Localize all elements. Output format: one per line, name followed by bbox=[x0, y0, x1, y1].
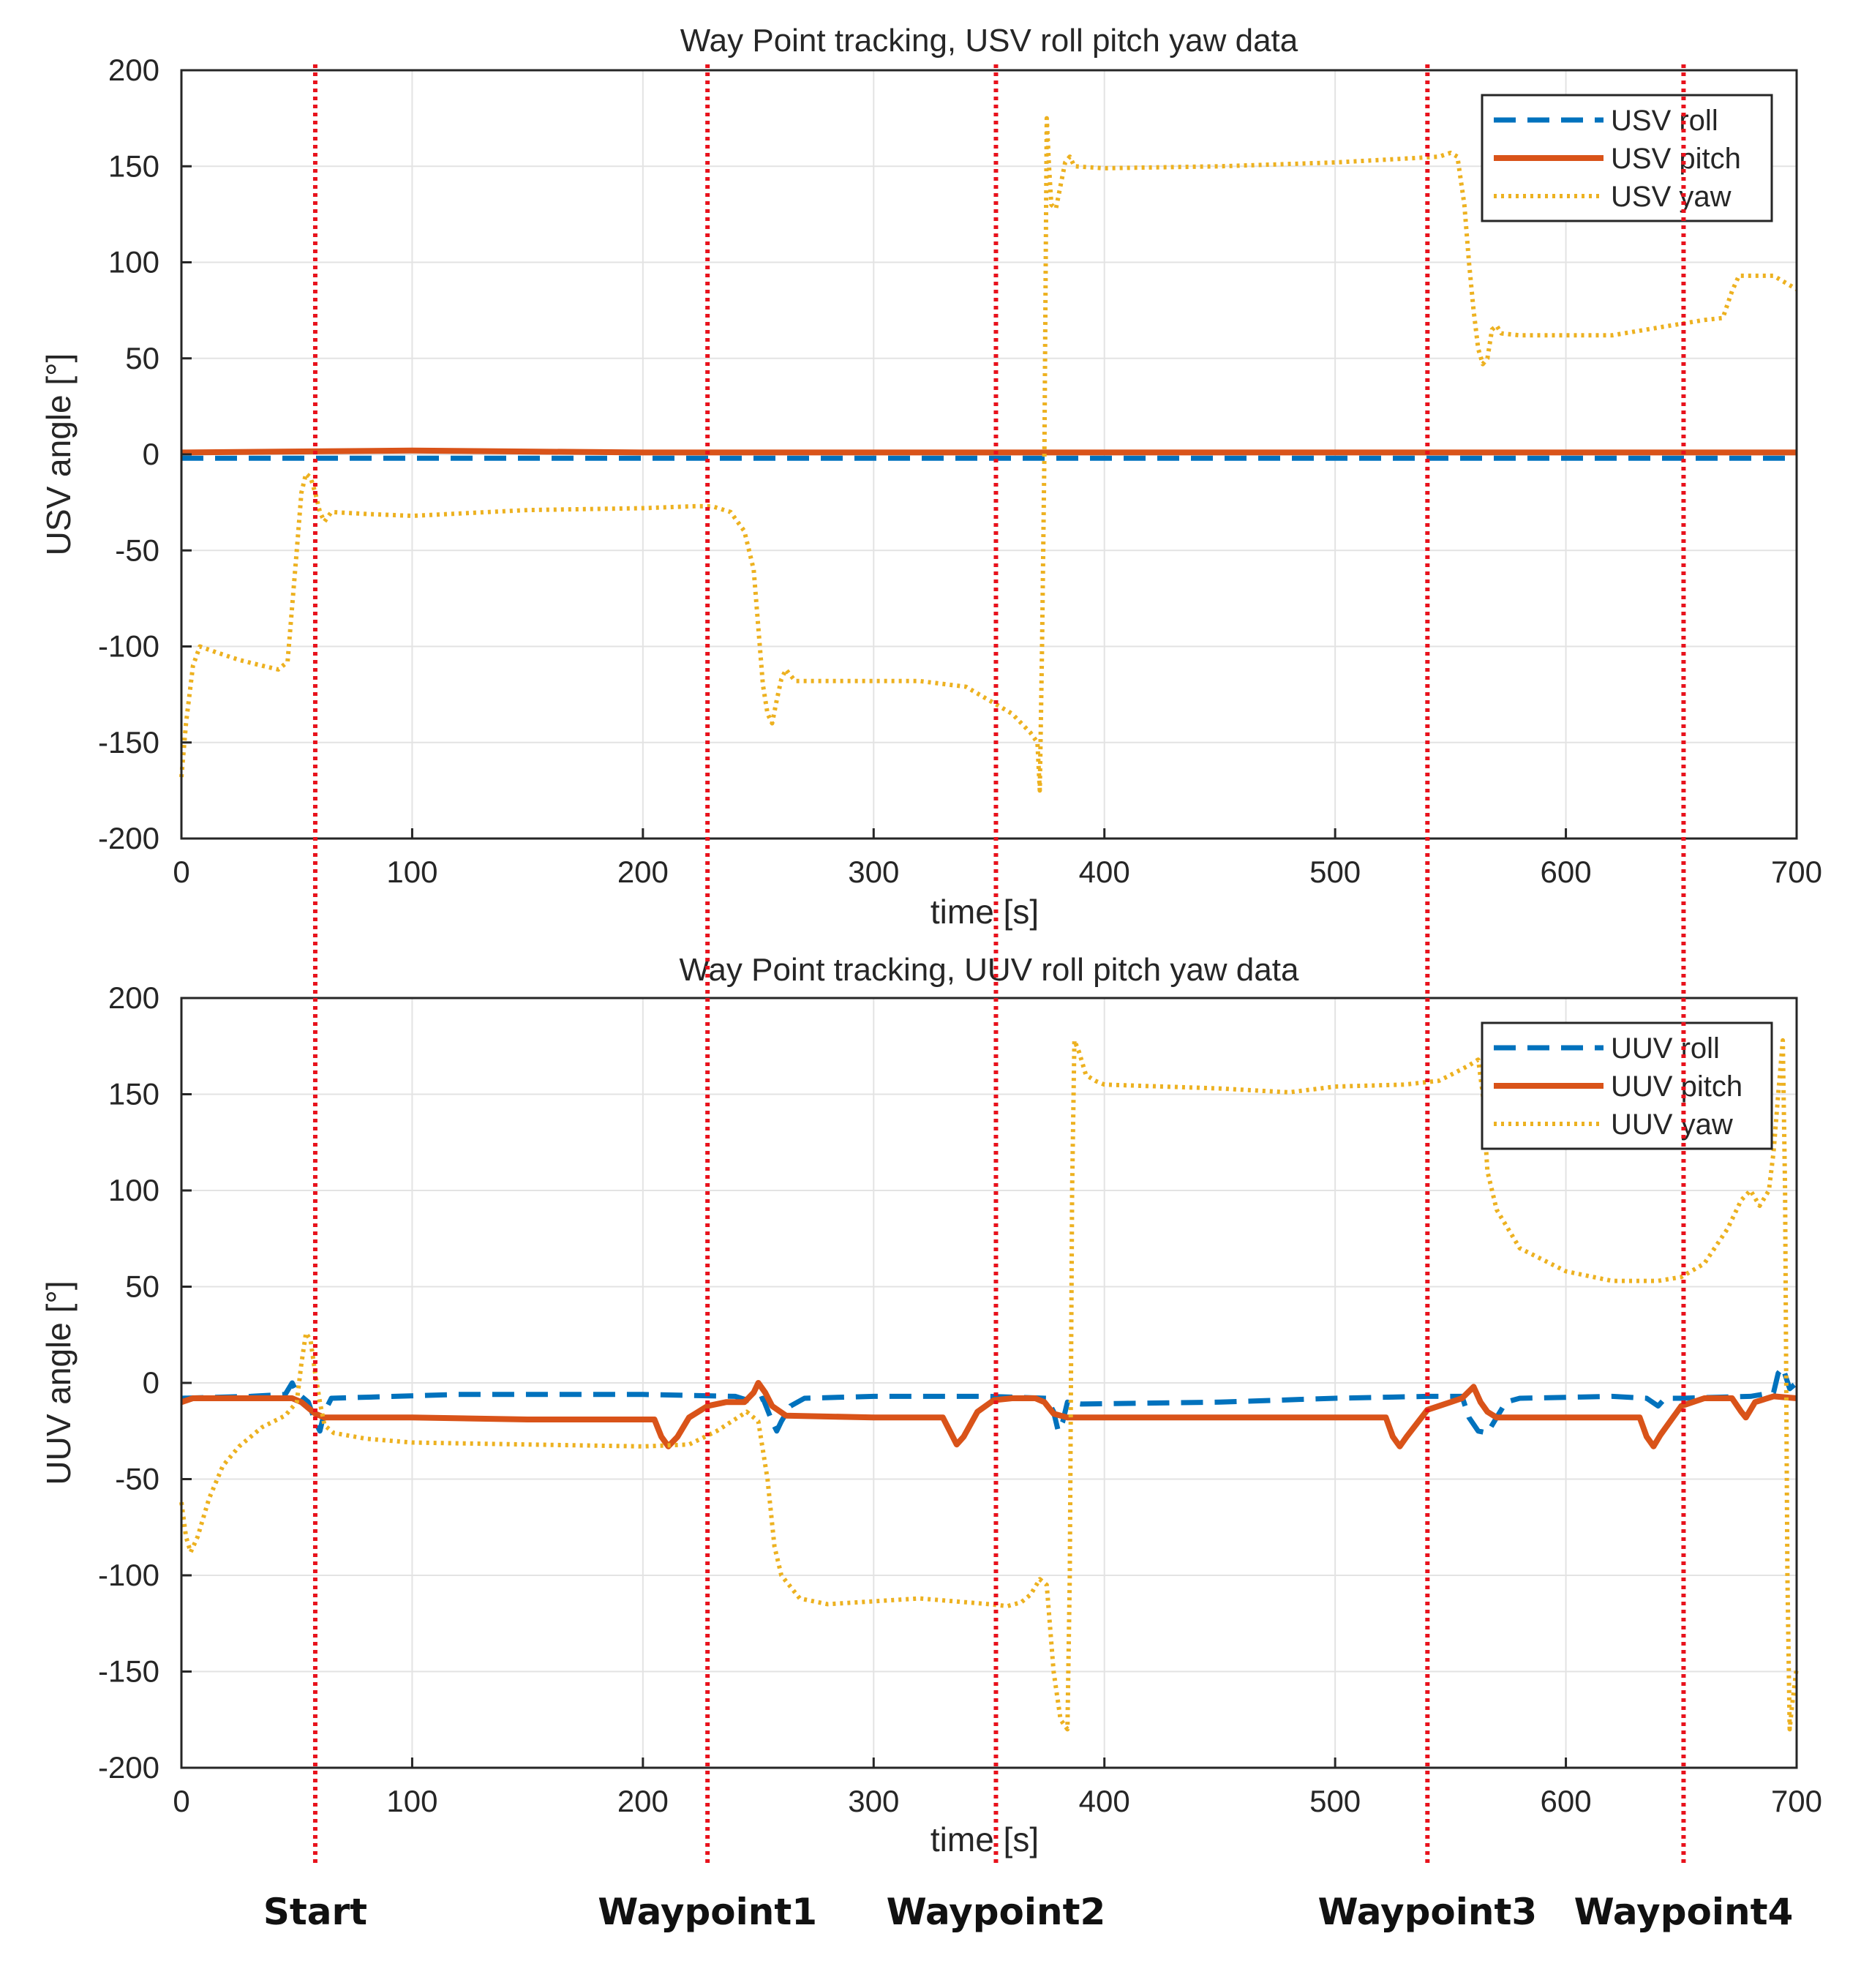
legend-entry: USV yaw bbox=[1611, 181, 1732, 213]
waypoint-markers bbox=[312, 64, 1686, 1866]
usv-chart-title: Way Point tracking, USV roll pitch yaw d… bbox=[680, 23, 1298, 59]
waypoint-labels: Start Waypoint1 Waypoint2 Waypoint3 Waypoint… bbox=[263, 1891, 1793, 1933]
x-tick-label: 400 bbox=[1079, 1784, 1130, 1818]
y-tick-label: -50 bbox=[115, 533, 159, 567]
y-tick-label: 50 bbox=[125, 341, 159, 375]
uuv-legend: UUV roll UUV pitch UUV yaw bbox=[1481, 1021, 1773, 1150]
usv-chart: 0 100 200 300 400 500 600 700200150100500-50-10… bbox=[40, 23, 1822, 931]
waypoint-label: Start bbox=[263, 1891, 367, 1933]
usv-series-usv-pitch bbox=[181, 447, 1797, 456]
x-tick-label: 200 bbox=[617, 1784, 669, 1818]
legend-entry: UUV pitch bbox=[1611, 1070, 1742, 1103]
uuv-chart-title: Way Point tracking, UUV roll pitch yaw d… bbox=[680, 952, 1299, 988]
x-tick-label: 500 bbox=[1309, 1784, 1361, 1818]
x-tick-label: 400 bbox=[1079, 855, 1130, 889]
x-tick-label: 0 bbox=[173, 1784, 189, 1818]
uuv-series-uuv-roll bbox=[181, 1365, 1799, 1436]
uuv-y-axis-label: UUV angle [°] bbox=[40, 1280, 78, 1485]
y-tick-label: 100 bbox=[108, 1173, 159, 1207]
usv-legend: USV roll USV pitch USV yaw bbox=[1481, 94, 1773, 222]
x-tick-label: 300 bbox=[848, 855, 899, 889]
x-tick-label: 600 bbox=[1541, 1784, 1592, 1818]
x-tick-label: 100 bbox=[386, 1784, 437, 1818]
y-tick-label: 100 bbox=[108, 245, 159, 280]
y-tick-label: 0 bbox=[143, 437, 159, 471]
usv-x-axis-label: time [s] bbox=[930, 893, 1039, 931]
uuv-series-uuv-pitch bbox=[180, 1380, 1797, 1449]
y-tick-label: -100 bbox=[98, 1558, 159, 1592]
y-tick-label: -100 bbox=[98, 629, 159, 664]
y-tick-label: 150 bbox=[108, 149, 159, 183]
y-tick-label: -200 bbox=[98, 821, 159, 855]
y-tick-label: 50 bbox=[125, 1269, 159, 1304]
x-tick-label: 100 bbox=[386, 855, 437, 889]
usv-y-axis-label: USV angle [°] bbox=[40, 353, 78, 556]
legend-entry: UUV yaw bbox=[1611, 1109, 1733, 1141]
y-tick-label: 150 bbox=[108, 1077, 159, 1111]
waypoint-label: Waypoint4 bbox=[1574, 1891, 1794, 1933]
y-tick-label: -50 bbox=[115, 1462, 159, 1496]
waypoint-label: Waypoint1 bbox=[598, 1891, 817, 1933]
y-tick-label: -150 bbox=[98, 1654, 159, 1689]
x-tick-label: 200 bbox=[617, 855, 669, 889]
y-tick-label: 200 bbox=[108, 53, 159, 87]
x-tick-label: 500 bbox=[1309, 855, 1361, 889]
uuv-x-axis-label: time [s] bbox=[930, 1820, 1039, 1858]
y-tick-label: 200 bbox=[108, 980, 159, 1015]
uuv-chart: 0 100 200 300 400 500 600 700200150100500-50-10… bbox=[40, 952, 1822, 1858]
x-tick-label: 700 bbox=[1771, 855, 1822, 889]
x-tick-label: 700 bbox=[1771, 1784, 1822, 1818]
legend-entry: UUV roll bbox=[1611, 1032, 1720, 1065]
waypoint-label: Waypoint3 bbox=[1317, 1891, 1537, 1933]
y-tick-label: -150 bbox=[98, 725, 159, 759]
waypoint-label: Waypoint2 bbox=[887, 1891, 1106, 1933]
usv-series-usv-yaw bbox=[179, 116, 1798, 793]
legend-entry: USV pitch bbox=[1611, 143, 1741, 175]
y-tick-label: -200 bbox=[98, 1750, 159, 1785]
x-tick-label: 300 bbox=[848, 1784, 899, 1818]
legend-entry: USV roll bbox=[1611, 105, 1718, 137]
x-tick-label: 0 bbox=[173, 855, 189, 889]
x-tick-label: 600 bbox=[1541, 855, 1592, 889]
y-tick-label: 0 bbox=[143, 1365, 159, 1400]
